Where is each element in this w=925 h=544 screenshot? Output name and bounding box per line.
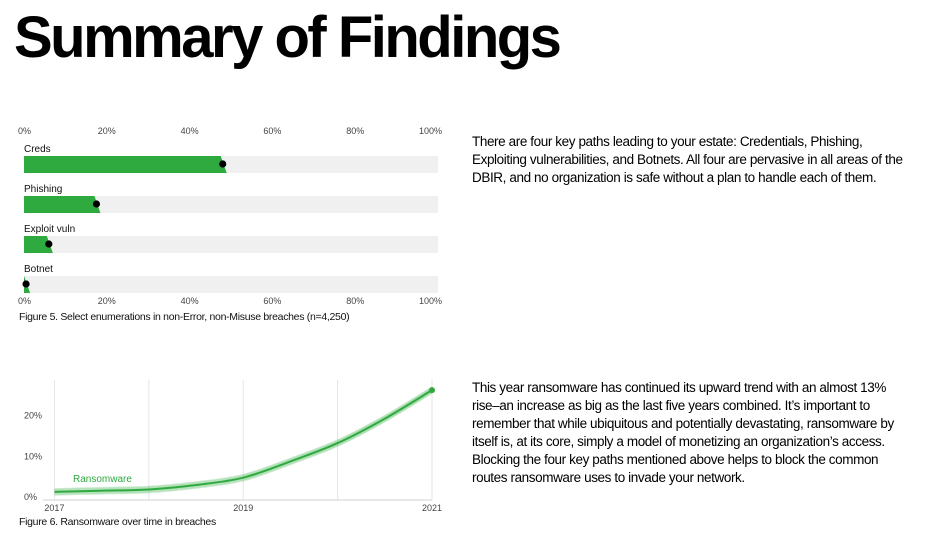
- series-band-strand: [54, 392, 433, 496]
- figure-6-line-chart: 0% 10% 20% 2017 2019 2021 Ransomware: [24, 380, 442, 513]
- figure-5-bar-chart: 0% 0% 20% 20% 40% 40% 60% 60% 80% 80% 100% 100% Cred…: [18, 126, 442, 306]
- x-tick-label-bottom: 20%: [98, 296, 116, 306]
- paragraph-ransomware: This year ransomware has continued its u…: [472, 380, 894, 485]
- paragraph-key-paths: There are four key paths leading to your…: [472, 134, 903, 185]
- x-tick-label-bottom: 40%: [181, 296, 199, 306]
- x-tick-label-bottom: 60%: [263, 296, 281, 306]
- figure-6-caption: Figure 6. Ransomware over time in breach…: [19, 516, 216, 528]
- bar-point: [219, 160, 227, 168]
- bar-point: [22, 280, 30, 288]
- y-tick-label: 20%: [24, 411, 42, 421]
- x-tick-label-top: 80%: [346, 126, 364, 136]
- series-end-point: [429, 387, 435, 394]
- bar-label: Botnet: [24, 264, 53, 275]
- x-tick-label-top: 0%: [18, 126, 31, 136]
- x-tick-label-bottom: 80%: [346, 296, 364, 306]
- x-tick-label: 2019: [233, 503, 253, 513]
- x-tick-label-top: 60%: [263, 126, 281, 136]
- x-tick-label-top: 100%: [419, 126, 442, 136]
- series-band-strand: [54, 391, 433, 495]
- series-band-strand: [54, 386, 433, 490]
- bar-track: [24, 236, 438, 253]
- bar: [24, 156, 227, 173]
- series-label: Ransomware: [73, 474, 132, 485]
- y-tick-label: 0%: [24, 492, 37, 502]
- bar: [24, 236, 53, 253]
- page-title: Summary of Findings: [14, 5, 562, 70]
- bar-point: [92, 200, 101, 208]
- bar-label: Exploit vuln: [24, 224, 75, 235]
- x-tick-label-top: 40%: [181, 126, 199, 136]
- bar-label: Phishing: [24, 184, 62, 195]
- bar-track: [24, 276, 438, 293]
- bar: [24, 196, 101, 213]
- bar-track: [24, 196, 438, 213]
- figure-5-caption: Figure 5. Select enumerations in non-Err…: [19, 311, 350, 323]
- bar-label: Creds: [24, 144, 51, 155]
- x-tick-label-bottom: 100%: [419, 296, 442, 306]
- series-line: [54, 389, 433, 493]
- x-tick-label-top: 20%: [98, 126, 116, 136]
- x-tick-label-bottom: 0%: [18, 296, 31, 306]
- x-tick-label: 2021: [422, 503, 442, 513]
- bar-point: [45, 240, 53, 248]
- series-band-strand: [54, 387, 433, 491]
- y-tick-label: 10%: [24, 451, 42, 461]
- x-tick-label: 2017: [44, 503, 64, 513]
